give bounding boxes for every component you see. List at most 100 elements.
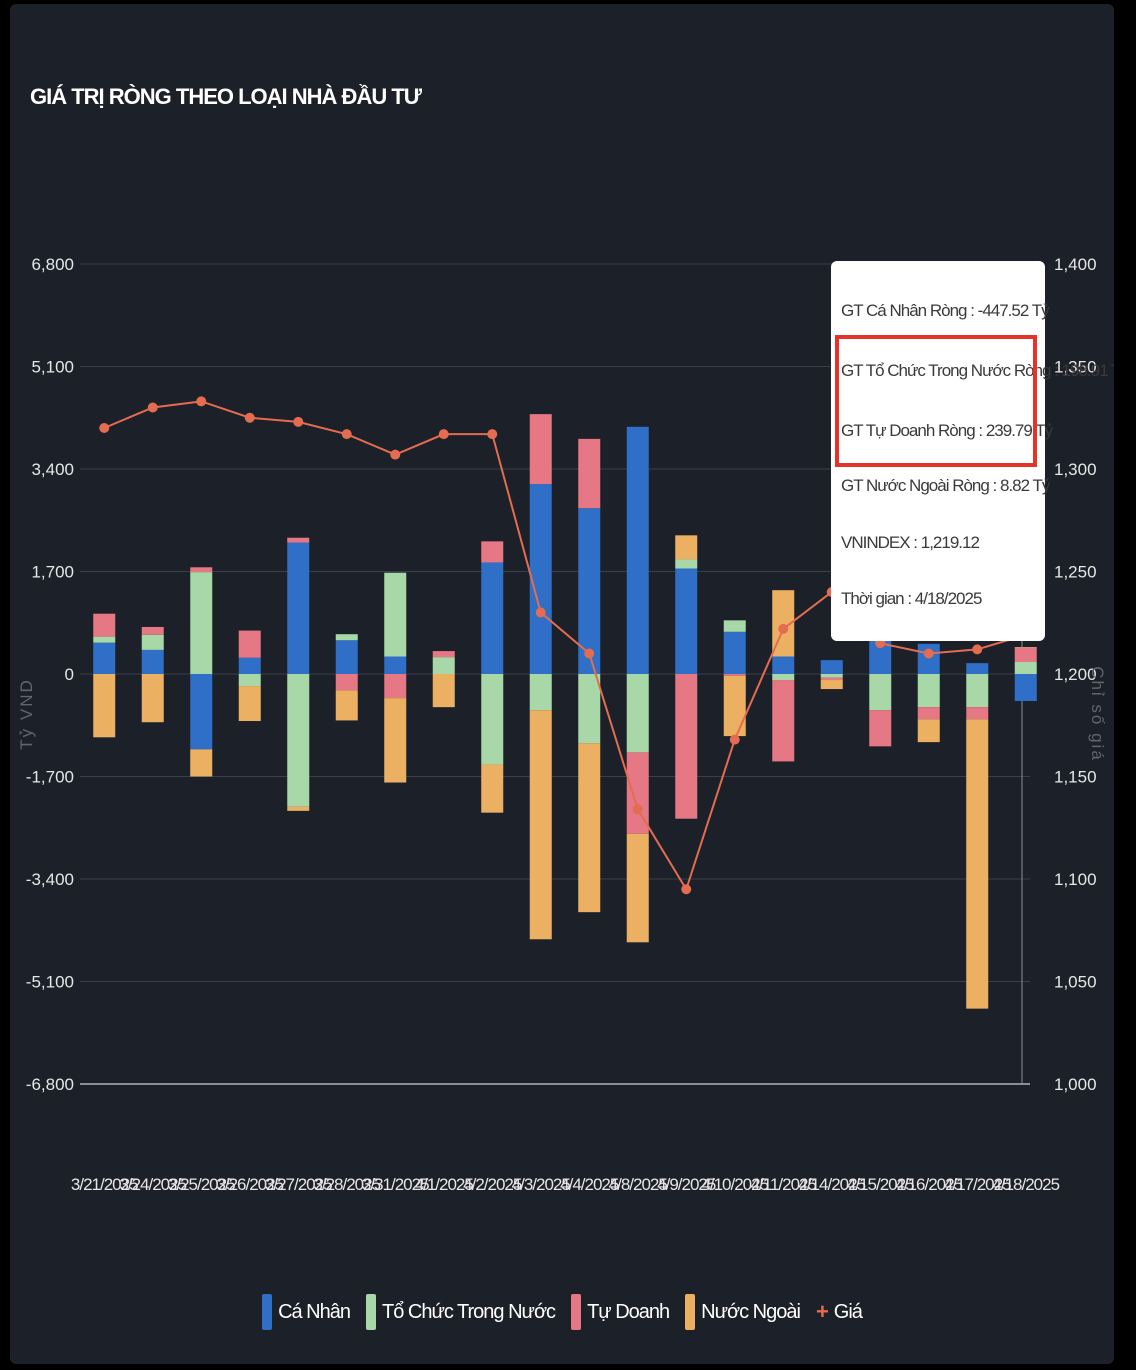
legend-swatch bbox=[366, 1294, 376, 1330]
price-point bbox=[923, 648, 934, 659]
bar-segment bbox=[529, 484, 552, 674]
price-point bbox=[244, 412, 255, 423]
chart-panel: GIÁ TRỊ RÒNG THEO LOẠI NHÀ ĐẦU TƯ 6,800 1… bbox=[10, 4, 1114, 1364]
bar-segment bbox=[141, 649, 164, 674]
x-tick-label: 4/1/2025 bbox=[415, 1175, 474, 1194]
bar-segment bbox=[626, 674, 649, 753]
tooltip-line: GT Nước Ngoài Ròng : 8.82 Tỷ bbox=[841, 476, 1050, 495]
bar-segment bbox=[966, 719, 989, 1009]
bar-segment bbox=[287, 542, 310, 674]
bar-segment bbox=[287, 674, 310, 807]
bar-segment bbox=[238, 657, 261, 674]
price-point bbox=[681, 884, 692, 895]
price-point bbox=[972, 644, 983, 655]
x-tick-label: 4/11/2025 bbox=[751, 1175, 817, 1194]
bar-segment bbox=[238, 674, 261, 687]
legend-item-ca-nhan[interactable]: Cá Nhân bbox=[262, 1294, 351, 1330]
x-tick-label: 3/26/2025 bbox=[216, 1175, 283, 1194]
bar-segment bbox=[93, 642, 116, 674]
legend-item-gia[interactable]: + Giá bbox=[815, 1294, 863, 1330]
x-tick-label: 4/2/2025 bbox=[463, 1175, 522, 1194]
bar-segment bbox=[238, 630, 261, 658]
bar-segment bbox=[529, 710, 552, 940]
bar-segment bbox=[772, 674, 795, 681]
y-tick-label: 0 bbox=[65, 665, 74, 684]
legend-label: Cá Nhân bbox=[278, 1300, 351, 1323]
bar-segment bbox=[723, 675, 746, 737]
bar-segment bbox=[723, 620, 746, 632]
bar-segment bbox=[966, 663, 989, 674]
y2-tick-label: 1,350 bbox=[1054, 358, 1097, 377]
legend-swatch bbox=[262, 1294, 273, 1330]
price-point bbox=[438, 429, 449, 440]
bar-segment bbox=[772, 680, 795, 762]
bar-segment bbox=[578, 438, 601, 509]
bar-segment bbox=[917, 707, 940, 720]
bar-segment bbox=[1014, 647, 1037, 663]
bars bbox=[93, 414, 1037, 1009]
bar-segment bbox=[190, 749, 213, 777]
bar-segment bbox=[432, 651, 455, 658]
bar-segment bbox=[1014, 647, 1037, 648]
price-point bbox=[341, 429, 352, 440]
x-tick-label: 4/8/2025 bbox=[609, 1175, 668, 1194]
tooltip: GT Cá Nhân Ròng : -447.52 Tỷ GT Tổ Chức … bbox=[831, 261, 1114, 641]
bar-segment bbox=[432, 674, 455, 708]
price-point bbox=[196, 396, 207, 407]
bar-segment bbox=[966, 674, 989, 708]
bar-segment bbox=[529, 674, 552, 711]
line-marker-icon: + bbox=[815, 1299, 829, 1324]
legend-item-nuoc-ngoai[interactable]: Nước Ngoài bbox=[685, 1294, 801, 1330]
y2-tick-label: 1,200 bbox=[1054, 665, 1097, 684]
bar-segment bbox=[626, 833, 649, 943]
bar-segment bbox=[820, 660, 843, 674]
y2-tick-label: 1,100 bbox=[1054, 870, 1097, 889]
bar-segment bbox=[93, 674, 116, 738]
bar-segment bbox=[820, 680, 843, 690]
bar-segment bbox=[335, 690, 358, 721]
price-point bbox=[390, 449, 401, 460]
y2-axis-title: Chỉ số giá bbox=[1088, 666, 1107, 762]
legend-swatch bbox=[571, 1294, 582, 1330]
bar-segment bbox=[481, 764, 504, 813]
x-tick-label: 4/18/2025 bbox=[992, 1175, 1059, 1194]
tooltip-line: Thời gian : 4/18/2025 bbox=[841, 589, 982, 608]
bar-segment bbox=[578, 508, 601, 674]
bar-segment bbox=[723, 631, 746, 674]
tooltip-highlight-box bbox=[835, 335, 1037, 467]
price-point bbox=[729, 734, 740, 745]
bar-segment bbox=[1014, 674, 1037, 701]
y2-tick-label: 1,300 bbox=[1054, 460, 1097, 479]
bar-segment bbox=[384, 656, 407, 674]
bar-segment bbox=[820, 674, 843, 678]
bar-segment bbox=[335, 674, 358, 691]
tooltip-line: GT Cá Nhân Ròng : -447.52 Tỷ bbox=[841, 301, 1050, 320]
bar-segment bbox=[481, 541, 504, 563]
bar-segment bbox=[578, 674, 601, 744]
legend-label: Tổ Chức Trong Nước bbox=[382, 1300, 556, 1323]
legend-item-tu-doanh[interactable]: Tự Doanh bbox=[571, 1294, 670, 1330]
bar-segment bbox=[141, 674, 164, 723]
bar-segment bbox=[820, 677, 843, 681]
x-tick-label: 3/27/2025 bbox=[265, 1175, 332, 1194]
x-tick-label: 3/28/2025 bbox=[313, 1175, 380, 1194]
x-tick-label: 4/17/2025 bbox=[944, 1175, 1011, 1194]
bar-segment bbox=[384, 674, 407, 699]
y-tick-label: -1,700 bbox=[26, 768, 74, 787]
y-axis-title: Tỷ VND bbox=[17, 678, 36, 750]
price-point bbox=[293, 416, 304, 427]
y2-tick-label: 1,000 bbox=[1054, 1075, 1097, 1094]
price-point bbox=[99, 423, 110, 433]
legend-label: Nước Ngoài bbox=[701, 1300, 801, 1323]
y-tick-label: 1,700 bbox=[31, 563, 74, 582]
bar-segment bbox=[481, 562, 504, 674]
bar-segment bbox=[917, 674, 940, 708]
bar-segment bbox=[93, 613, 116, 637]
y-tick-label: -3,400 bbox=[26, 870, 74, 889]
y-tick-label: 3,400 bbox=[31, 460, 74, 479]
bar-segment bbox=[190, 567, 213, 573]
y2-tick-label: 1,050 bbox=[1054, 973, 1097, 992]
x-tick-label: 4/15/2025 bbox=[847, 1175, 914, 1194]
x-tick-label: 3/21/2025 bbox=[71, 1175, 138, 1194]
legend-item-to-chuc[interactable]: Tổ Chức Trong Nước bbox=[366, 1294, 556, 1330]
